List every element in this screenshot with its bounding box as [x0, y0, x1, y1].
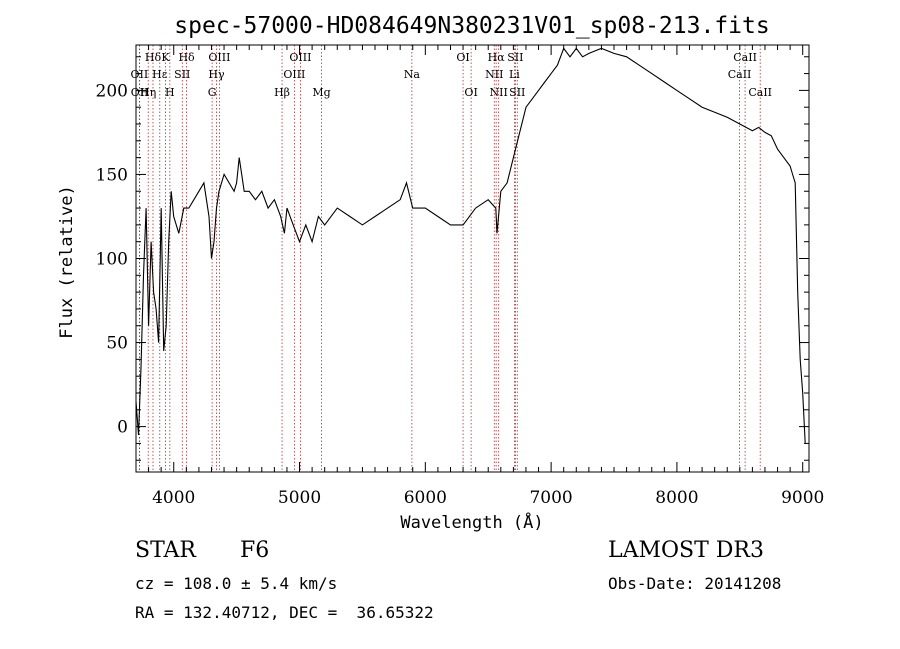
x-axis: 4000 5000 6000 7000 8000 9000	[135, 45, 824, 508]
line-marker-label-11: G	[208, 86, 217, 99]
x-tick-label-7000: 7000	[529, 488, 572, 508]
coordinates: RA = 132.40712, DEC = 36.65322	[135, 603, 434, 622]
line-marker-label-17: OI	[456, 51, 469, 64]
line-marker-label-9: OIII	[208, 51, 230, 64]
object-subclass: F6	[240, 538, 270, 563]
line-marker-label-6: H	[165, 86, 175, 99]
line-marker-label-2: OII	[131, 86, 149, 99]
line-marker-label-0: Hδ	[145, 51, 162, 64]
line-marker-label-3: Hε	[152, 68, 168, 81]
x-tick-label-8000: 8000	[655, 488, 698, 508]
line-marker-label-1: OII	[131, 68, 149, 81]
line-marker-label-21: NII	[490, 86, 508, 99]
line-marker-label-15: Mg	[312, 86, 330, 99]
x-tick-label-9000: 9000	[781, 488, 824, 508]
line-marker-label-19: Hα	[488, 51, 506, 64]
line-marker-label-4: Hη	[140, 86, 156, 99]
observation-date: Obs-Date: 20141208	[608, 574, 782, 593]
line-marker-label-25: CaII	[733, 51, 757, 64]
x-tick-label-6000: 6000	[404, 488, 447, 508]
line-marker-label-20: NII	[485, 68, 503, 81]
line-marker-label-18: OI	[464, 86, 477, 99]
line-marker-label-14: OIII	[289, 51, 311, 64]
chart-title: spec-57000-HD084649N380231V01_sp08-213.f…	[174, 13, 769, 39]
line-marker-label-16: Na	[404, 68, 421, 81]
line-marker-label-8: Hδ	[178, 51, 195, 64]
object-class: STAR	[135, 538, 196, 563]
line-marker-label-5: K	[161, 51, 170, 64]
y-tick-label-200: 200	[96, 81, 128, 101]
y-tick-label-50: 50	[106, 334, 128, 354]
y-axis: 0 50 100 150 200	[96, 56, 809, 461]
line-marker-label-13: OIII	[283, 68, 305, 81]
x-axis-label: Wavelength (Å)	[400, 511, 543, 533]
line-markers	[138, 45, 761, 472]
y-tick-label-0: 0	[117, 418, 128, 438]
line-marker-label-7: SII	[174, 68, 190, 81]
line-marker-label-12: Hβ	[274, 86, 290, 99]
survey-name: LAMOST DR3	[608, 538, 764, 563]
line-marker-label-23: Li	[509, 68, 520, 81]
redshift-velocity: cz = 108.0 ± 5.4 km/s	[135, 574, 338, 593]
y-tick-label-100: 100	[96, 250, 128, 270]
line-marker-label-27: CaII	[748, 86, 772, 99]
x-tick-label-4000: 4000	[152, 488, 195, 508]
line-marker-label-26: CaII	[728, 68, 752, 81]
line-marker-label-24: SII	[509, 86, 525, 99]
x-tick-label-5000: 5000	[278, 488, 321, 508]
y-tick-label-150: 150	[96, 165, 128, 185]
y-axis-label: Flux (relative)	[57, 185, 77, 339]
line-marker-label-22: SII	[507, 51, 523, 64]
line-marker-label-10: Hγ	[208, 68, 225, 81]
spectrum-series-line	[135, 47, 806, 444]
